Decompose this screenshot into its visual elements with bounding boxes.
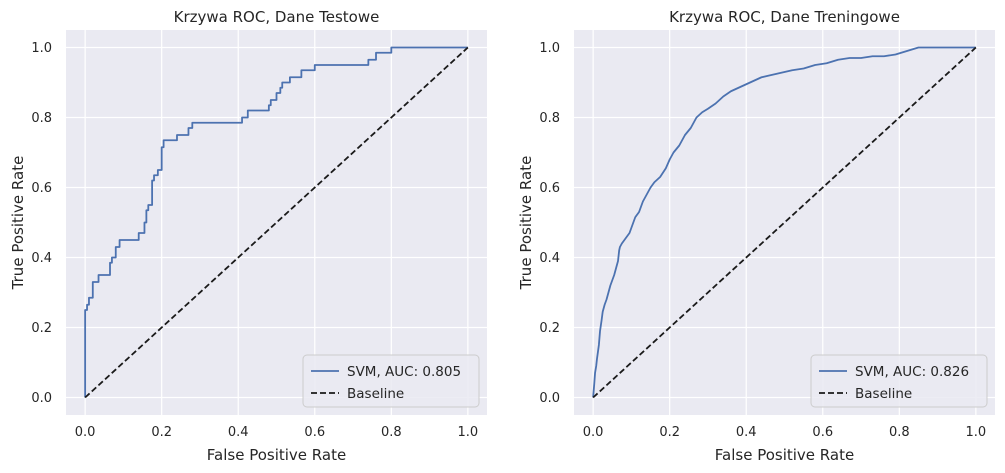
x-tick-label: 0.0 bbox=[583, 425, 604, 440]
chart-title: Krzywa ROC, Dane Testowe bbox=[174, 8, 380, 26]
y-tick-label: 1.0 bbox=[539, 41, 560, 56]
legend: SVM, AUC: 0.826 Baseline bbox=[810, 354, 988, 408]
y-tick-label: 0.4 bbox=[31, 251, 52, 266]
roc-curve bbox=[84, 46, 468, 398]
x-tick-label: 0.0 bbox=[75, 425, 96, 440]
y-tick-label: 0.2 bbox=[539, 321, 560, 336]
roc-panel-train: 0.0 0.2 0.4 0.6 0.8 1.0 0.0 0.2 0.4 0.6 0.8 1.0 Krzy… bbox=[517, 8, 995, 464]
x-tick-label: 0.4 bbox=[736, 425, 757, 440]
legend-entry: Baseline bbox=[347, 386, 404, 402]
legend: SVM, AUC: 0.805 Baseline bbox=[302, 354, 480, 408]
x-tick-label: 0.8 bbox=[381, 425, 402, 440]
legend-frame bbox=[302, 354, 480, 408]
x-tick-label: 0.8 bbox=[889, 425, 910, 440]
roc-curve bbox=[592, 46, 976, 398]
x-tick-label: 1.0 bbox=[458, 425, 479, 440]
plot-area bbox=[574, 30, 995, 415]
legend-entry: SVM, AUC: 0.805 bbox=[347, 364, 461, 380]
legend-entry: SVM, AUC: 0.826 bbox=[855, 364, 969, 380]
y-axis-label: True Positive Rate bbox=[517, 156, 535, 291]
x-tick-label: 0.4 bbox=[228, 425, 249, 440]
y-tick-label: 0.4 bbox=[539, 251, 560, 266]
x-tick-label: 0.2 bbox=[659, 425, 680, 440]
y-tick-label: 0.6 bbox=[539, 181, 560, 196]
x-tick-label: 1.0 bbox=[966, 425, 987, 440]
y-tick-label: 0.8 bbox=[539, 111, 560, 126]
baseline-line bbox=[592, 46, 977, 399]
y-tick-label: 0.2 bbox=[31, 321, 52, 336]
legend-entry: Baseline bbox=[855, 386, 912, 402]
x-tick-label: 0.2 bbox=[151, 425, 172, 440]
legend-frame bbox=[810, 354, 988, 408]
baseline-line bbox=[84, 46, 469, 399]
y-tick-label: 0.0 bbox=[31, 391, 52, 406]
x-tick-label: 0.6 bbox=[812, 425, 833, 440]
chart-title: Krzywa ROC, Dane Treningowe bbox=[669, 8, 900, 26]
x-axis-label: False Positive Rate bbox=[715, 446, 854, 464]
y-tick-label: 0.0 bbox=[539, 391, 560, 406]
y-tick-label: 1.0 bbox=[31, 41, 52, 56]
roc-panel-test: 0.0 0.2 0.4 0.6 0.8 1.0 0.0 0.2 0.4 0.6 0.8 1.0 Krzy… bbox=[9, 8, 487, 464]
x-tick-label: 0.6 bbox=[304, 425, 325, 440]
y-tick-label: 0.8 bbox=[31, 111, 52, 126]
y-tick-label: 0.6 bbox=[31, 181, 52, 196]
y-axis-label: True Positive Rate bbox=[9, 156, 27, 291]
x-axis-label: False Positive Rate bbox=[207, 446, 346, 464]
